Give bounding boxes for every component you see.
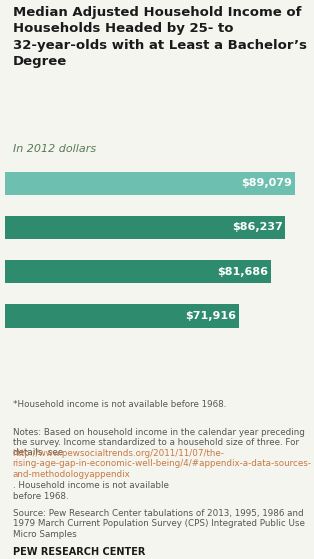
Text: . Household income is not available
before 1968.: . Household income is not available befo… bbox=[13, 481, 168, 501]
Bar bbox=[5, 172, 295, 195]
Text: Notes: Based on household income in the calendar year preceding
the survey. Inco: Notes: Based on household income in the … bbox=[13, 428, 305, 457]
Bar bbox=[5, 216, 285, 239]
Text: Source: Pew Research Center tabulations of 2013, 1995, 1986 and
1979 March Curre: Source: Pew Research Center tabulations … bbox=[13, 509, 305, 538]
Text: *Household income is not available before 1968.: *Household income is not available befor… bbox=[13, 400, 226, 409]
Text: http://www.pewsocialtrends.org/2011/11/07/the-
rising-age-gap-in-economic-well-b: http://www.pewsocialtrends.org/2011/11/0… bbox=[13, 449, 311, 479]
Text: $71,916: $71,916 bbox=[185, 311, 236, 321]
Text: $81,686: $81,686 bbox=[217, 267, 268, 277]
Text: $86,237: $86,237 bbox=[232, 222, 283, 233]
Text: Median Adjusted Household Income of
Households Headed by 25- to
32-year-olds wit: Median Adjusted Household Income of Hous… bbox=[13, 6, 306, 68]
Text: PEW RESEARCH CENTER: PEW RESEARCH CENTER bbox=[13, 547, 145, 557]
Text: In 2012 dollars: In 2012 dollars bbox=[13, 144, 96, 154]
Bar bbox=[5, 260, 271, 283]
Bar bbox=[5, 305, 239, 328]
Text: $89,079: $89,079 bbox=[241, 178, 292, 188]
